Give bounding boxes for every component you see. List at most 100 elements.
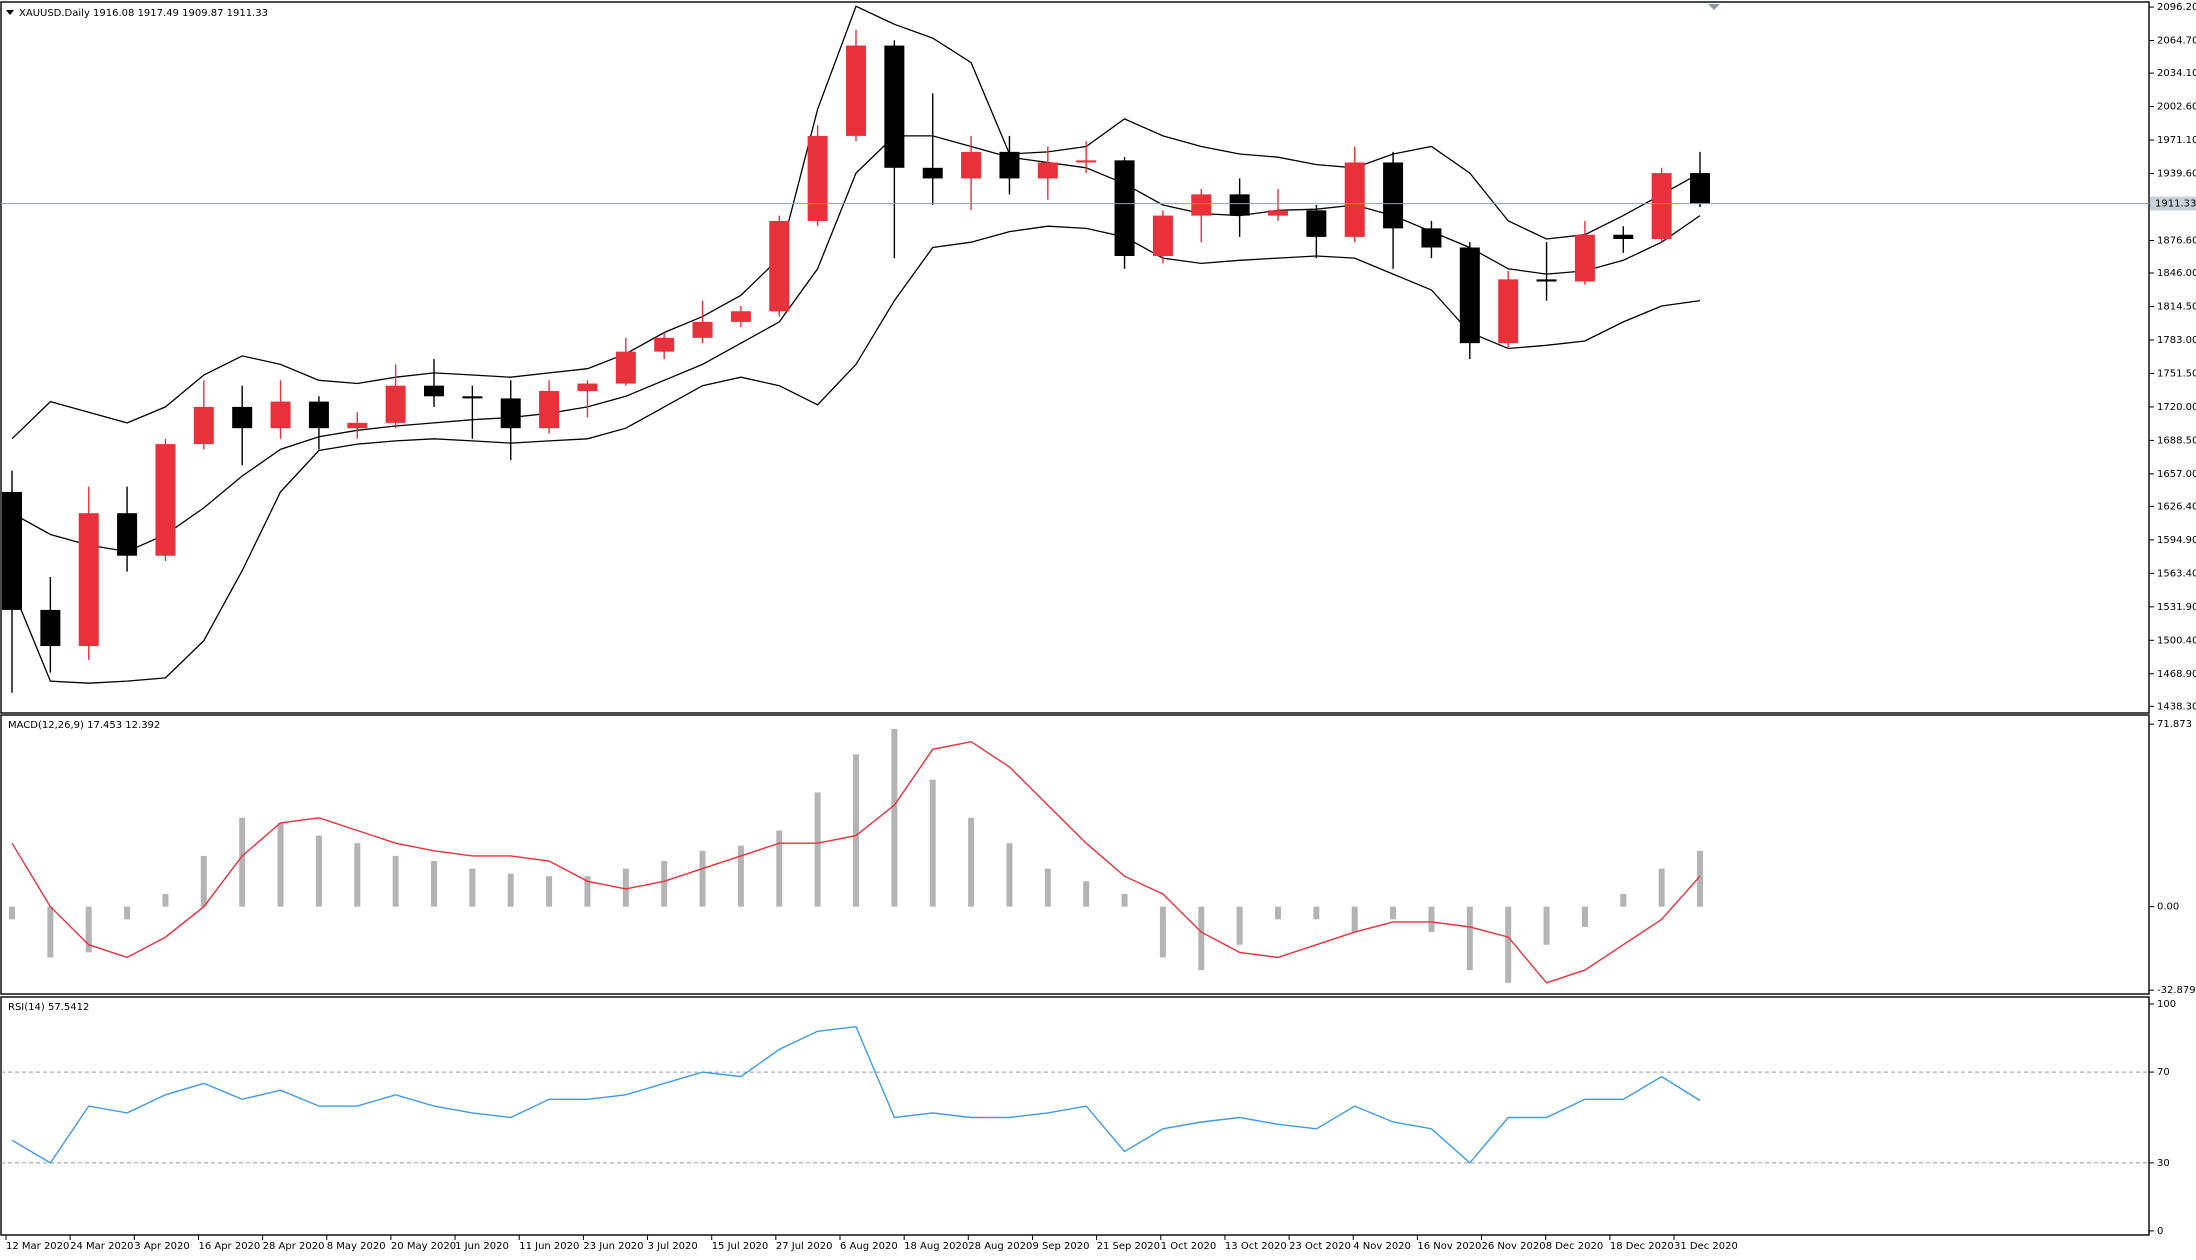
x-tick-label: 1 Jun 2020 xyxy=(455,1241,509,1252)
candle-body xyxy=(1651,173,1672,239)
candle-body xyxy=(922,167,943,179)
x-tick-label: 13 Oct 2020 xyxy=(1225,1241,1287,1252)
x-tick-label: 9 Sep 2020 xyxy=(1032,1241,1089,1252)
macd-bar xyxy=(1351,906,1358,933)
y-tick-label: 1971.10 xyxy=(2157,135,2196,146)
y-tick-label: 1531.90 xyxy=(2157,602,2196,613)
y-tick-label: 1814.50 xyxy=(2157,301,2196,312)
x-tick-label: 24 Mar 2020 xyxy=(70,1241,133,1252)
candle-body xyxy=(999,151,1020,179)
signal-line xyxy=(11,740,1701,984)
candle-body xyxy=(1191,194,1212,216)
candle-body xyxy=(1690,173,1710,204)
candle-body xyxy=(1076,160,1097,163)
macd-bar xyxy=(546,876,553,907)
y-tick-label: 30 xyxy=(2157,1158,2170,1169)
last-price-box xyxy=(2150,196,2196,211)
y-tick-label: 1751.50 xyxy=(2157,368,2196,379)
macd-bar xyxy=(1658,868,1665,907)
candle-body xyxy=(961,151,982,179)
x-tick-label: 27 Jul 2020 xyxy=(776,1241,833,1252)
candle-body xyxy=(308,401,329,429)
x-tick-label: 18 Dec 2020 xyxy=(1610,1241,1674,1252)
macd-bar xyxy=(1620,893,1627,907)
candle-body xyxy=(347,422,368,429)
candle-body xyxy=(1421,228,1442,248)
x-tick-label: 28 Aug 2020 xyxy=(968,1241,1032,1252)
macd-bar xyxy=(1121,893,1128,907)
candle-body xyxy=(1037,162,1058,179)
macd-bar xyxy=(1044,868,1051,907)
macd-bar xyxy=(891,728,898,907)
x-tick-label: 4 Nov 2020 xyxy=(1353,1241,1411,1252)
candle-body xyxy=(884,45,905,168)
y-tick-label: 2064.70 xyxy=(2157,36,2196,47)
candle-body xyxy=(1459,247,1480,344)
macd-bar xyxy=(239,817,246,907)
candle-body xyxy=(1536,279,1557,282)
rsi-panel xyxy=(0,996,2150,1236)
macd-bar xyxy=(85,906,92,953)
x-tick-label: 8 Dec 2020 xyxy=(1546,1241,1604,1252)
candle-body xyxy=(1574,234,1595,282)
candle-body xyxy=(692,321,713,338)
macd-bar xyxy=(469,868,476,907)
macd-bar xyxy=(776,830,783,907)
candle-body xyxy=(769,220,790,312)
macd-bar xyxy=(622,868,629,907)
x-tick-label: 11 Jun 2020 xyxy=(519,1241,579,1252)
macd-title: MACD(12,26,9) 17.453 12.392 xyxy=(8,720,160,731)
macd-bar xyxy=(699,850,706,907)
x-tick-label: 23 Jun 2020 xyxy=(583,1241,643,1252)
y-tick-label: 100 xyxy=(2157,999,2176,1010)
candle-body xyxy=(1306,210,1327,237)
candle-body xyxy=(1613,234,1634,239)
macd-bar xyxy=(1505,906,1512,983)
candle-body xyxy=(846,45,866,136)
macd-bar xyxy=(1581,906,1588,927)
rsi-title: RSI(14) 57.5412 xyxy=(8,1002,89,1013)
candle-body xyxy=(807,135,828,221)
x-tick-label: 3 Apr 2020 xyxy=(134,1241,189,1252)
y-tick-label: -32.879 xyxy=(2157,985,2196,996)
candle-body xyxy=(500,398,521,429)
macd-bar xyxy=(968,817,975,907)
y-tick-label: 71.873 xyxy=(2157,719,2192,730)
macd-bar xyxy=(1390,906,1397,920)
candle-body xyxy=(1344,162,1365,237)
candle-body xyxy=(155,444,176,556)
macd-bar xyxy=(1198,906,1205,971)
price-panel xyxy=(0,1,2150,714)
candle-body xyxy=(232,406,253,429)
macd-bar xyxy=(1275,906,1281,920)
macd-bar xyxy=(1313,906,1320,920)
y-tick-label: 2002.60 xyxy=(2157,102,2196,113)
macd-bar xyxy=(1697,850,1703,907)
y-tick-label: 1594.90 xyxy=(2157,535,2196,546)
y-tick-label: 1563.40 xyxy=(2157,568,2196,579)
candle-body xyxy=(385,385,406,423)
y-tick-label: 1876.60 xyxy=(2157,235,2196,246)
candle-body xyxy=(1229,194,1250,216)
candle-body xyxy=(193,406,214,445)
macd-bar xyxy=(200,855,207,907)
candle-body xyxy=(577,383,598,391)
x-tick-label: 21 Sep 2020 xyxy=(1097,1241,1160,1252)
x-tick-label: 8 May 2020 xyxy=(327,1241,386,1252)
x-tick-label: 28 Apr 2020 xyxy=(263,1241,325,1252)
macd-bar xyxy=(507,873,514,907)
macd-bar xyxy=(1428,906,1435,933)
macd-bar xyxy=(737,845,744,907)
y-tick-label: 0 xyxy=(2157,1226,2163,1237)
x-tick-label: 3 Jul 2020 xyxy=(648,1241,698,1252)
macd-bar xyxy=(1006,843,1013,907)
candle-body xyxy=(1498,279,1519,344)
macd-bar xyxy=(124,906,131,920)
macd-bar xyxy=(162,893,169,907)
rsi-line xyxy=(11,1025,1701,1164)
candle-body xyxy=(539,390,560,429)
x-tick-label: 26 Nov 2020 xyxy=(1482,1241,1546,1252)
y-tick-label: 1720.00 xyxy=(2157,402,2196,413)
macd-bar xyxy=(853,754,859,907)
